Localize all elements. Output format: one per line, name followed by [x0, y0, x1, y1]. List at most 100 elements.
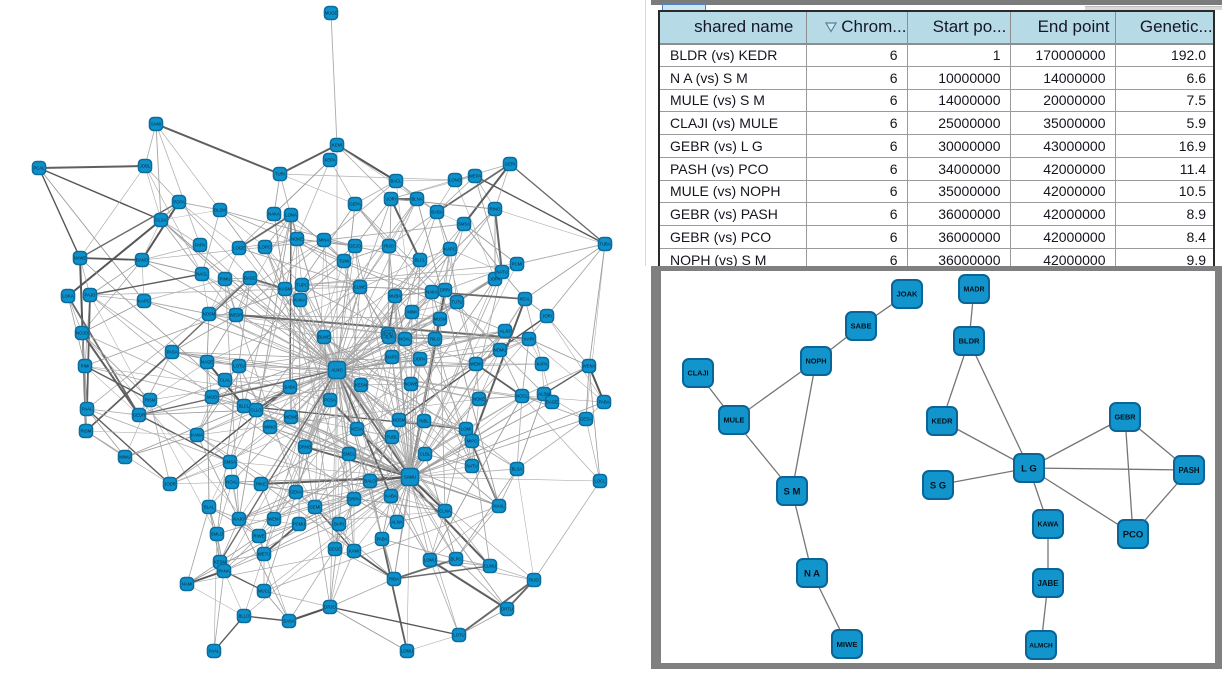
svg-text:ALMCH: ALMCH: [1029, 642, 1053, 649]
svg-text:GERI: GERI: [505, 162, 515, 167]
svg-text:WETU: WETU: [258, 552, 270, 557]
svg-text:KABA: KABA: [385, 494, 396, 499]
svg-text:LOGE: LOGE: [233, 246, 245, 251]
svg-text:SAMU: SAMU: [404, 475, 416, 480]
svg-text:MIJO: MIJO: [207, 395, 218, 400]
svg-text:KAPC: KAPC: [444, 247, 455, 252]
svg-text:LONO: LONO: [449, 178, 462, 183]
svg-text:ALNA: ALNA: [392, 520, 403, 525]
svg-text:GEGE: GEGE: [329, 547, 341, 552]
svg-text:TUBA: TUBA: [599, 242, 610, 247]
svg-text:JORI: JORI: [542, 314, 552, 319]
svg-text:MUGE: MUGE: [325, 11, 338, 16]
svg-text:MIPC: MIPC: [467, 439, 477, 444]
svg-text:KEMI: KEMI: [332, 143, 342, 148]
svg-text:GEMI: GEMI: [310, 505, 321, 510]
svg-text:GEBR: GEBR: [1114, 413, 1136, 422]
svg-text:BABA: BABA: [431, 210, 442, 215]
svg-text:JOAK: JOAK: [896, 290, 918, 299]
svg-text:BLSM: BLSM: [214, 208, 226, 213]
svg-text:KANA: KANA: [191, 433, 203, 438]
svg-text:TUTU: TUTU: [451, 300, 462, 305]
svg-text:NAKA: NAKA: [268, 212, 280, 217]
svg-text:CLSA: CLSA: [156, 218, 167, 223]
svg-text:NOAL: NOAL: [226, 480, 238, 485]
svg-text:NACL: NACL: [196, 272, 208, 277]
svg-text:ALRI: ALRI: [384, 335, 393, 340]
svg-text:NOKE: NOKE: [291, 237, 303, 242]
svg-text:PCO: PCO: [1123, 529, 1144, 540]
svg-text:PASH: PASH: [1178, 466, 1199, 475]
svg-text:SAMI: SAMI: [151, 122, 161, 127]
svg-text:BLDR: BLDR: [958, 337, 980, 346]
svg-text:MUSM: MUSM: [434, 317, 447, 322]
svg-text:LOTU: LOTU: [233, 364, 244, 369]
svg-text:GEPA: GEPA: [349, 202, 361, 207]
svg-text:BLAL: BLAL: [204, 505, 215, 510]
svg-text:SMCL: SMCL: [343, 452, 355, 457]
svg-text:RIKE: RIKE: [256, 482, 266, 487]
svg-text:KEPA: KEPA: [325, 158, 336, 163]
svg-text:NAKA: NAKA: [426, 290, 438, 295]
svg-text:BLCL: BLCL: [239, 404, 250, 409]
svg-text:SABA: SABA: [284, 385, 295, 390]
svg-text:DRNO: DRNO: [299, 445, 312, 450]
svg-text:SASA: SASA: [283, 619, 294, 624]
svg-text:GESA: GESA: [580, 417, 592, 422]
svg-text:RISM: RISM: [145, 398, 156, 403]
svg-text:BLSA: BLSA: [512, 467, 523, 472]
svg-text:CLMU: CLMU: [484, 564, 496, 569]
svg-text:NATU: NATU: [466, 464, 477, 469]
svg-text:PAAL: PAAL: [209, 649, 220, 654]
svg-text:KESM: KESM: [214, 560, 226, 565]
svg-text:SMLO: SMLO: [211, 532, 224, 537]
svg-text:PABA: PABA: [599, 400, 610, 405]
svg-text:DRJO: DRJO: [324, 605, 336, 610]
svg-text:MINO: MINO: [265, 425, 277, 430]
svg-text:RIBL: RIBL: [419, 419, 429, 424]
svg-text:MUBA: MUBA: [389, 294, 401, 299]
svg-text:PANA: PANA: [218, 569, 229, 574]
svg-text:MULE: MULE: [724, 416, 745, 425]
svg-text:NOMU: NOMU: [494, 348, 507, 353]
svg-text:WEWE: WEWE: [284, 415, 298, 420]
svg-text:LOTU: LOTU: [453, 633, 464, 638]
svg-text:BLNA: BLNA: [412, 197, 423, 202]
svg-text:PCMU: PCMU: [293, 522, 305, 527]
svg-text:CLAJI: CLAJI: [687, 369, 708, 378]
svg-text:DRPA: DRPA: [348, 497, 360, 502]
svg-text:TUMI: TUMI: [339, 259, 349, 264]
svg-text:PCMI: PCMI: [512, 262, 522, 267]
svg-text:ALJO: ALJO: [500, 329, 511, 334]
svg-text:KESA: KESA: [351, 427, 362, 432]
svg-text:KAKA: KAKA: [294, 298, 305, 303]
svg-text:KAPA: KAPA: [537, 362, 548, 367]
svg-text:DRTU: DRTU: [501, 607, 513, 612]
svg-text:PCPA: PCPA: [173, 200, 184, 205]
svg-text:KAMI: KAMI: [349, 549, 359, 554]
svg-text:MIMI: MIMI: [407, 310, 416, 315]
svg-text:JODR: JODR: [164, 482, 175, 487]
svg-text:NOAL: NOAL: [399, 337, 411, 342]
svg-text:RIJO: RIJO: [529, 578, 539, 583]
svg-text:NOSM: NOSM: [393, 418, 406, 423]
svg-text:KAWA: KAWA: [1038, 522, 1059, 529]
svg-text:LOMI: LOMI: [461, 427, 471, 432]
svg-text:LOPC: LOPC: [259, 245, 270, 250]
svg-text:ALNO: ALNO: [331, 368, 343, 373]
svg-text:JORI: JORI: [383, 332, 393, 337]
svg-text:CLLO: CLLO: [251, 408, 263, 413]
svg-text:PASA: PASA: [167, 350, 178, 355]
svg-text:KASM: KASM: [279, 287, 291, 292]
svg-text:KESM: KESM: [355, 383, 367, 388]
svg-text:RIMI: RIMI: [81, 364, 90, 369]
svg-text:SMSA: SMSA: [224, 460, 236, 465]
svg-text:PAAL: PAAL: [82, 407, 93, 412]
svg-text:BAGE: BAGE: [546, 400, 558, 405]
svg-text:KAJO: KAJO: [234, 517, 246, 522]
svg-text:JOBL: JOBL: [140, 164, 151, 169]
svg-text:PAPA: PAPA: [195, 243, 206, 248]
svg-text:NAAL: NAAL: [494, 504, 506, 509]
svg-text:TUBL: TUBL: [387, 435, 398, 440]
svg-text:PAJO: PAJO: [85, 293, 96, 298]
